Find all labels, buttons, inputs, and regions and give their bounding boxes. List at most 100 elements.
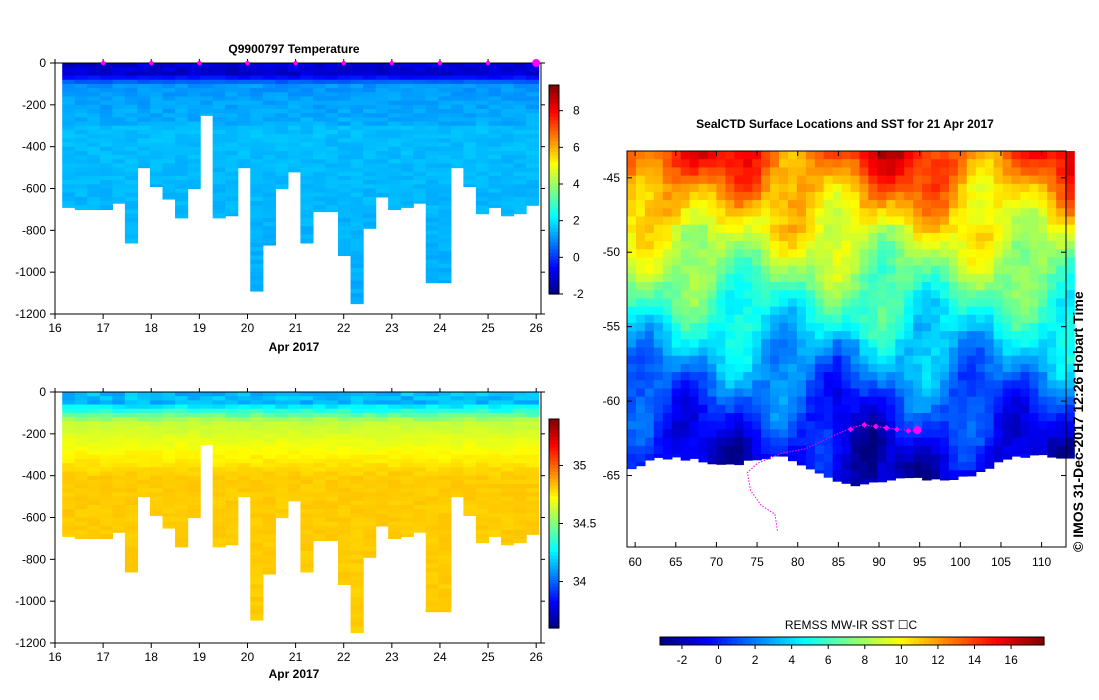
sst-cell [948, 388, 959, 398]
profile-cell [375, 446, 389, 452]
sst-cell [1011, 232, 1022, 242]
profile-cell [338, 192, 352, 198]
profile-cell [526, 88, 540, 93]
profile-cell [200, 400, 214, 406]
sst-cell [662, 322, 673, 332]
profile-cell [413, 75, 427, 81]
sst-cell [788, 290, 798, 300]
sst-cell [1029, 339, 1039, 349]
sst-cell [993, 159, 1004, 169]
profile-cell [162, 525, 176, 529]
profile-cell [338, 458, 352, 464]
profile-cell [350, 492, 364, 498]
sst-cell [886, 347, 896, 357]
profile-cell [237, 83, 251, 89]
sst-cell [895, 331, 905, 340]
y-tick-label: -1200 [15, 636, 46, 650]
profile-cell [137, 63, 151, 68]
sst-cell [1011, 175, 1022, 185]
profile-cell [325, 484, 339, 489]
profile-cell [112, 142, 126, 148]
profile-cell [325, 429, 339, 435]
sst-cell [644, 282, 655, 291]
sst-cell [1020, 404, 1031, 414]
profile-cell [262, 226, 276, 231]
profile-cell [500, 442, 515, 447]
profile-cell [400, 513, 414, 519]
sst-cell [796, 159, 807, 169]
profile-cell [99, 100, 113, 106]
profile-cell [325, 67, 339, 72]
profile-cell [212, 67, 226, 72]
sst-cell [1038, 380, 1048, 390]
profile-cell [388, 513, 402, 519]
profile-cell [112, 180, 126, 185]
profile-cell [237, 150, 251, 156]
sst-cell [1056, 265, 1066, 275]
sst-cell [796, 257, 807, 267]
profile-cell [287, 109, 302, 114]
sst-cell [966, 216, 977, 226]
profile-cell [250, 417, 264, 422]
track-marker [883, 424, 890, 431]
profile-cell [124, 492, 139, 498]
profile-cell [350, 425, 364, 431]
profile-cell [350, 463, 364, 468]
profile-cell [237, 134, 251, 139]
sst-cell [716, 347, 726, 357]
sst-cell [805, 306, 816, 316]
profile-cell [312, 184, 327, 190]
profile-cell [250, 184, 264, 190]
profile-cell [425, 167, 439, 173]
profile-cell [475, 513, 490, 519]
profile-cell [475, 63, 490, 68]
sst-cell [707, 314, 718, 324]
profile-cell [112, 96, 126, 102]
profile-cell [250, 396, 264, 401]
profile-cell [500, 479, 515, 485]
sst-cell [752, 298, 762, 308]
profile-cell [325, 96, 339, 102]
colorbar-segment [549, 432, 559, 438]
profile-cell [175, 113, 189, 118]
profile-cell [475, 400, 490, 406]
profile-cell [212, 509, 226, 514]
sst-cell [859, 306, 870, 316]
sst-cell [653, 290, 664, 300]
profile-cell [413, 104, 427, 110]
profile-cell [325, 109, 339, 114]
sst-cell [895, 421, 905, 431]
sst-cell [770, 249, 780, 259]
sst-cell [627, 421, 637, 431]
sst-cell [761, 151, 771, 160]
profile-cell [112, 163, 126, 169]
colorbar-segment [549, 624, 559, 629]
sst-cell [707, 175, 718, 185]
profile-cell [500, 513, 515, 519]
profile-cell [375, 150, 389, 156]
profile-cell [99, 125, 113, 131]
sst-cell [680, 322, 691, 332]
temperature-title: Q9900797 Temperature [228, 42, 360, 56]
sst-cell [752, 380, 762, 390]
sst-cell [913, 249, 923, 259]
profile-cell [400, 184, 414, 190]
profile-cell [250, 117, 264, 123]
sst-cell [904, 372, 914, 381]
sst-cell [1029, 413, 1039, 422]
profile-cell [162, 425, 176, 431]
profile-cell [475, 530, 490, 535]
profile-cell [99, 396, 113, 401]
sst-cell [805, 413, 816, 422]
sst-cell [1038, 445, 1048, 455]
sst-cell [805, 421, 816, 431]
sst-cell [931, 388, 941, 398]
profile-cell [62, 188, 76, 194]
profile-cell [338, 184, 352, 190]
colorbar-segment [549, 116, 559, 121]
profile-cell [300, 205, 314, 211]
sst-cell [635, 241, 646, 250]
sst-cell [948, 167, 959, 177]
sst-cell [966, 413, 977, 422]
profile-cell [87, 392, 101, 397]
